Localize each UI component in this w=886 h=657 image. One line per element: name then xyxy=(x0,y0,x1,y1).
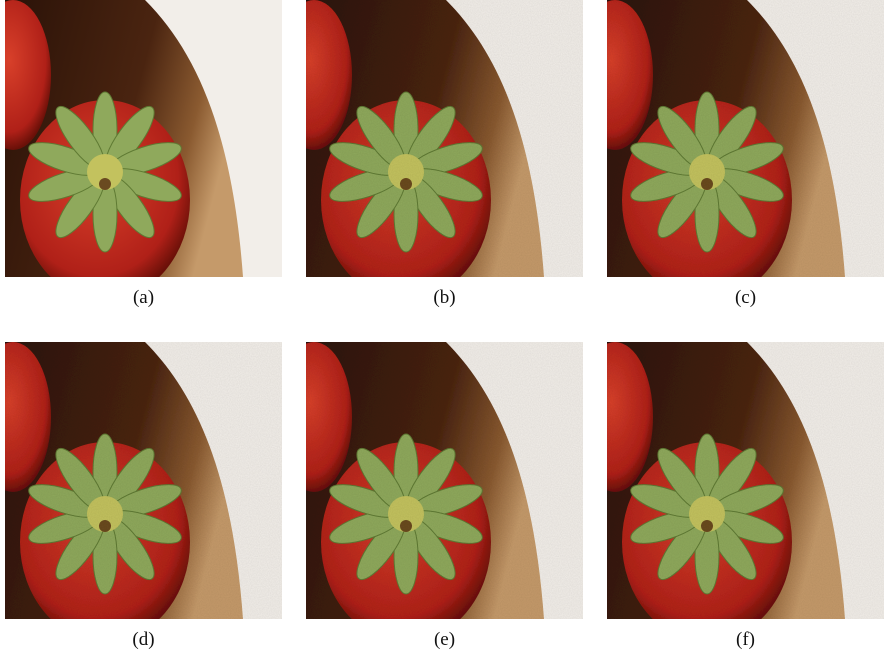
image xyxy=(607,0,884,277)
caption: (a) xyxy=(5,287,282,309)
figure-page: (a) (b) (c) (d) (e) (f) (() => { const d… xyxy=(0,0,886,657)
caption: (b) xyxy=(306,287,583,309)
image xyxy=(607,342,884,619)
caption: (e) xyxy=(306,629,583,651)
panel: (a) xyxy=(5,0,282,309)
panel: (d) xyxy=(5,342,282,651)
image xyxy=(306,0,583,277)
panel: (c) xyxy=(607,0,884,309)
panel: (f) xyxy=(607,342,884,651)
image xyxy=(5,0,282,277)
caption: (f) xyxy=(607,629,884,651)
caption: (c) xyxy=(607,287,884,309)
panel: (e) xyxy=(306,342,583,651)
panel: (b) xyxy=(306,0,583,309)
image xyxy=(5,342,282,619)
caption: (d) xyxy=(5,629,282,651)
image xyxy=(306,342,583,619)
